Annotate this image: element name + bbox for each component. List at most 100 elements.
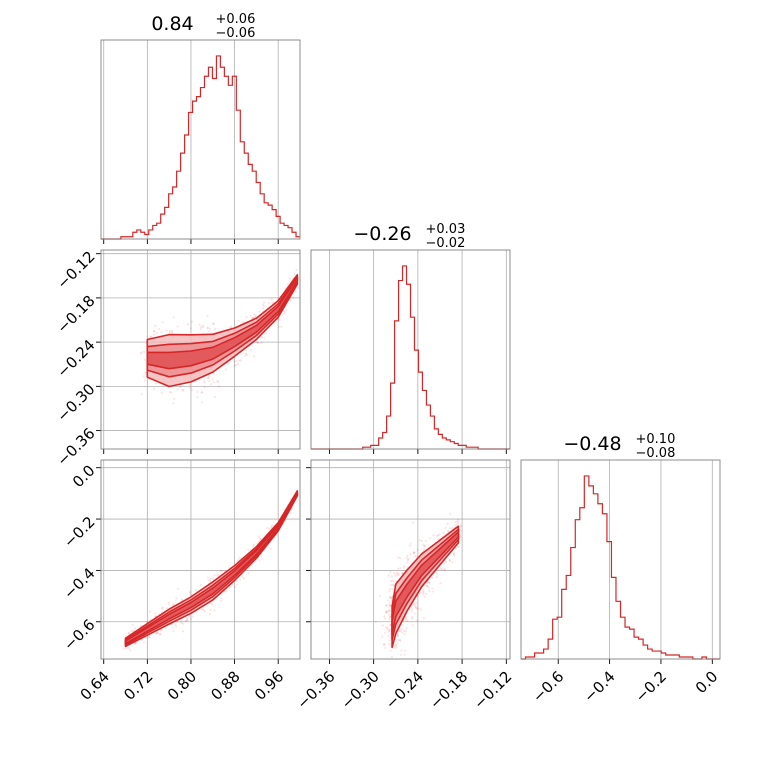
scatter-point	[146, 620, 149, 623]
scatter-point	[219, 570, 222, 573]
scatter-point	[383, 643, 386, 646]
scatter-point	[170, 330, 173, 334]
scatter-point	[388, 630, 391, 633]
panel-2-0	[96, 459, 301, 664]
scatter-point	[432, 533, 435, 537]
scatter-point	[425, 584, 428, 588]
scatter-point	[388, 609, 391, 612]
scatter-point	[210, 382, 213, 386]
contour-level-1	[391, 528, 460, 641]
scatter-point	[148, 635, 151, 638]
scatter-point	[386, 663, 388, 665]
scatter-point	[411, 608, 414, 611]
scatter-point	[245, 349, 248, 352]
scatter-point	[448, 559, 452, 562]
scatter-point	[269, 547, 272, 551]
scatter-point	[398, 556, 402, 560]
scatter-point	[398, 639, 402, 642]
scatter-point	[147, 635, 150, 638]
scatter-point	[386, 610, 389, 613]
scatter-point	[412, 603, 415, 606]
scatter-point	[458, 528, 462, 531]
scatter-point	[394, 646, 397, 650]
scatter-point	[389, 616, 392, 619]
scatter-point	[446, 522, 449, 525]
scatter-point	[241, 576, 244, 579]
param-title-0: 0.84	[151, 13, 193, 35]
scatter-point	[283, 310, 286, 314]
scatter-point	[457, 521, 460, 524]
scatter-point	[175, 597, 178, 600]
scatter-point	[252, 543, 256, 546]
scatter-point	[212, 578, 215, 581]
scatter-point	[270, 298, 273, 301]
scatter-point	[156, 632, 159, 635]
scatter-point	[269, 526, 273, 529]
scatter-point	[218, 385, 221, 388]
y-tick-label-1: −0.12	[53, 247, 98, 292]
scatter-point	[388, 610, 391, 613]
scatter-point	[459, 524, 462, 527]
scatter-point	[127, 632, 131, 635]
param-title-plus-0: +0.06	[216, 12, 256, 27]
scatter-point	[389, 649, 392, 652]
scatter-point	[171, 626, 174, 629]
scatter-point	[206, 326, 209, 329]
scatter-point	[140, 638, 143, 641]
scatter-point	[389, 579, 393, 583]
scatter-point	[155, 632, 158, 635]
scatter-point	[395, 571, 398, 574]
scatter-point	[251, 316, 255, 319]
scatter-point	[180, 621, 183, 625]
panel-content	[139, 268, 300, 405]
scatter-point	[459, 535, 462, 538]
scatter-point	[134, 642, 137, 645]
scatter-point	[294, 290, 297, 293]
scatter-point	[239, 359, 242, 362]
scatter-point	[413, 603, 416, 606]
scatter-point	[245, 315, 248, 319]
scatter-point	[394, 661, 396, 663]
scatter-point	[174, 625, 178, 628]
scatter-point	[453, 554, 456, 557]
scatter-point	[388, 590, 391, 593]
scatter-point	[388, 595, 392, 598]
scatter-point	[131, 623, 134, 627]
scatter-point	[448, 558, 451, 562]
scatter-point	[414, 605, 417, 608]
scatter-point	[207, 377, 211, 380]
scatter-point	[266, 526, 269, 530]
scatter-point	[176, 388, 179, 391]
scatter-point	[423, 595, 426, 598]
scatter-point	[386, 677, 388, 679]
scatter-point	[213, 574, 216, 577]
scatter-point	[442, 562, 446, 565]
scatter-point	[285, 309, 288, 312]
panel-1-0	[96, 249, 301, 454]
scatter-point	[264, 332, 267, 335]
scatter-point	[161, 606, 164, 609]
scatter-point	[390, 597, 393, 600]
histogram-2	[521, 475, 720, 660]
scatter-point	[258, 310, 261, 313]
scatter-point	[419, 608, 422, 611]
scatter-point	[186, 323, 189, 326]
param-title-minus-0: −0.06	[216, 26, 256, 41]
scatter-point	[391, 587, 394, 590]
scatter-point	[415, 619, 419, 622]
scatter-point	[399, 567, 402, 570]
scatter-point	[220, 569, 223, 572]
scatter-point	[444, 560, 448, 563]
scatter-point	[184, 619, 187, 622]
scatter-point	[394, 574, 397, 577]
x-tick-label-2: −0.4	[580, 667, 618, 705]
scatter-point	[191, 615, 194, 618]
scatter-point	[435, 575, 438, 579]
scatter-point	[143, 350, 146, 353]
scatter-point	[386, 599, 390, 602]
scatter-point	[397, 572, 400, 575]
scatter-point	[188, 592, 192, 595]
scatter-point	[413, 612, 416, 615]
scatter-point	[255, 341, 258, 344]
